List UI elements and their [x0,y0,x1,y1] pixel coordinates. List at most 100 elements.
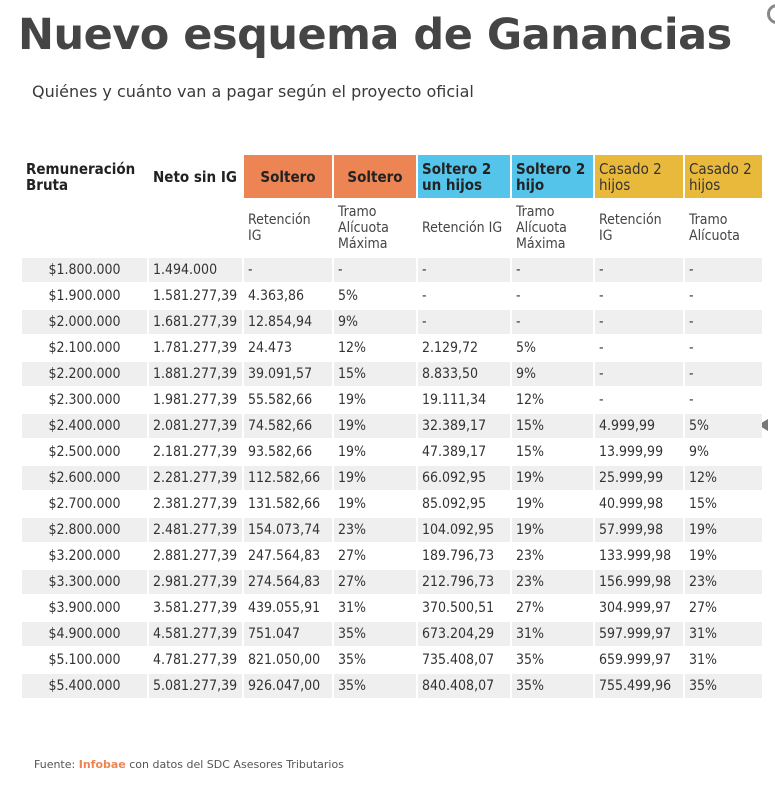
cell-soltero-retencion: 4.363,86 [244,284,332,308]
cell-casado-retencion: 57.999,98 [595,518,683,542]
cell-neto-sin-ig: 2.081.277,39 [149,414,242,438]
cell-soltero-2-retencion: 735.408,07 [418,648,510,672]
cell-casado-tramo: 35% [685,674,762,698]
cell-soltero-tramo: 35% [334,648,416,672]
cell-neto-sin-ig: 2.881.277,39 [149,544,242,568]
cell-neto-sin-ig: 1.581.277,39 [149,284,242,308]
cell-soltero-2-tramo: 23% [512,570,593,594]
page-subtitle: Quiénes y cuánto van a pagar según el pr… [32,82,474,101]
col-header-neto: Neto sin IG [149,155,242,198]
arrow-left-icon[interactable] [758,419,768,431]
cell-casado-retencion: 133.999,98 [595,544,683,568]
cell-casado-retencion: - [595,284,683,308]
cell-remuneracion-bruta: $2.000.000 [22,310,147,334]
cell-soltero-tramo: 31% [334,596,416,620]
table-row: $2.100.000 1.781.277,39 24.473 12% 2.129,72 5… [22,336,762,360]
col-header-soltero-tramo: Soltero [334,155,416,198]
table-row: $2.800.000 2.481.277,39 154.073,74 23% 104.0… [22,518,762,542]
cell-casado-tramo: 9% [685,440,762,464]
cell-soltero-2-tramo: 9% [512,362,593,386]
subheader-cell [22,200,147,256]
cell-casado-retencion: 156.999,98 [595,570,683,594]
cell-soltero-2-tramo: 35% [512,674,593,698]
subheader-cell: Tramo Alícuota [685,200,762,256]
subheader-cell: Retención IG [244,200,332,256]
cell-soltero-tramo: 27% [334,570,416,594]
cell-remuneracion-bruta: $2.700.000 [22,492,147,516]
header-row: Remuneración Bruta Neto sin IG Soltero S… [22,155,762,198]
cell-casado-tramo: - [685,310,762,334]
cell-remuneracion-bruta: $2.800.000 [22,518,147,542]
cell-soltero-2-retencion: 85.092,95 [418,492,510,516]
cell-soltero-retencion: - [244,258,332,282]
cell-soltero-tramo: 35% [334,674,416,698]
cell-soltero-2-tramo: - [512,258,593,282]
source-suffix: con datos del SDC Asesores Tributarios [125,758,344,771]
cell-remuneracion-bruta: $3.300.000 [22,570,147,594]
cell-soltero-retencion: 39.091,57 [244,362,332,386]
cell-soltero-2-retencion: 8.833,50 [418,362,510,386]
cell-soltero-tramo: 19% [334,414,416,438]
cell-soltero-2-retencion: - [418,284,510,308]
cell-soltero-retencion: 154.073,74 [244,518,332,542]
cell-casado-retencion: 659.999,97 [595,648,683,672]
cell-soltero-retencion: 24.473 [244,336,332,360]
cell-soltero-2-retencion: 212.796,73 [418,570,510,594]
cell-soltero-2-tramo: 15% [512,414,593,438]
cell-neto-sin-ig: 3.581.277,39 [149,596,242,620]
cell-soltero-retencion: 751.047 [244,622,332,646]
col-header-soltero-2-tramo: Soltero 2 hijo [512,155,593,198]
cell-neto-sin-ig: 2.481.277,39 [149,518,242,542]
cell-casado-retencion: - [595,336,683,360]
cell-casado-retencion: 755.499,96 [595,674,683,698]
cell-soltero-retencion: 55.582,66 [244,388,332,412]
col-header-casado-tramo: Casado 2 hijos [685,155,762,198]
cell-casado-retencion: 4.999,99 [595,414,683,438]
cell-remuneracion-bruta: $1.800.000 [22,258,147,282]
cell-soltero-tramo: 19% [334,440,416,464]
subheader-cell: Retención IG [595,200,683,256]
table-row: $5.400.000 5.081.277,39 926.047,00 35% 840.4… [22,674,762,698]
table-row: $2.700.000 2.381.277,39 131.582,66 19% 85.09… [22,492,762,516]
cell-neto-sin-ig: 1.881.277,39 [149,362,242,386]
cell-soltero-tramo: 12% [334,336,416,360]
cell-soltero-2-tramo: 19% [512,518,593,542]
cell-casado-retencion: 40.999,98 [595,492,683,516]
cell-neto-sin-ig: 2.981.277,39 [149,570,242,594]
cell-casado-retencion: 25.999,99 [595,466,683,490]
cell-soltero-tramo: 9% [334,310,416,334]
cell-soltero-2-retencion: 189.796,73 [418,544,510,568]
table-row: $1.800.000 1.494.000- - - - - - [22,258,762,282]
source-note: Fuente: Infobae con datos del SDC Asesor… [34,758,344,771]
table-row: $2.500.000 2.181.277,39 93.582,66 19% 47.389… [22,440,762,464]
cell-soltero-2-tramo: - [512,284,593,308]
cell-soltero-retencion: 821.050,00 [244,648,332,672]
cell-soltero-retencion: 12.854,94 [244,310,332,334]
cell-neto-sin-ig: 2.381.277,39 [149,492,242,516]
cell-soltero-2-tramo: 19% [512,492,593,516]
cell-remuneracion-bruta: $2.100.000 [22,336,147,360]
cell-remuneracion-bruta: $3.900.000 [22,596,147,620]
cell-soltero-2-retencion: 66.092,95 [418,466,510,490]
cell-soltero-tramo: 27% [334,544,416,568]
cell-remuneracion-bruta: $2.200.000 [22,362,147,386]
cell-soltero-2-retencion: 19.111,34 [418,388,510,412]
circle-icon [767,4,775,24]
cell-casado-retencion: - [595,388,683,412]
cell-casado-retencion: - [595,258,683,282]
cell-casado-tramo: 15% [685,492,762,516]
cell-neto-sin-ig: 1.681.277,39 [149,310,242,334]
source-prefix: Fuente: [34,758,79,771]
cell-casado-tramo: 19% [685,518,762,542]
subheader-row: Retención IG Tramo Alícuota Máxima Reten… [22,200,762,256]
table-row: $2.400.000 2.081.277,39 74.582,66 19% 32.389… [22,414,762,438]
cell-soltero-2-retencion: 47.389,17 [418,440,510,464]
cell-remuneracion-bruta: $5.400.000 [22,674,147,698]
cell-soltero-2-tramo: 15% [512,440,593,464]
cell-soltero-tramo: 19% [334,388,416,412]
cell-soltero-2-retencion: - [418,310,510,334]
ganancias-table: Remuneración Bruta Neto sin IG Soltero S… [20,153,764,700]
cell-soltero-tramo: 23% [334,518,416,542]
cell-neto-sin-ig: 1.494.000 [149,258,242,282]
cell-soltero-retencion: 74.582,66 [244,414,332,438]
